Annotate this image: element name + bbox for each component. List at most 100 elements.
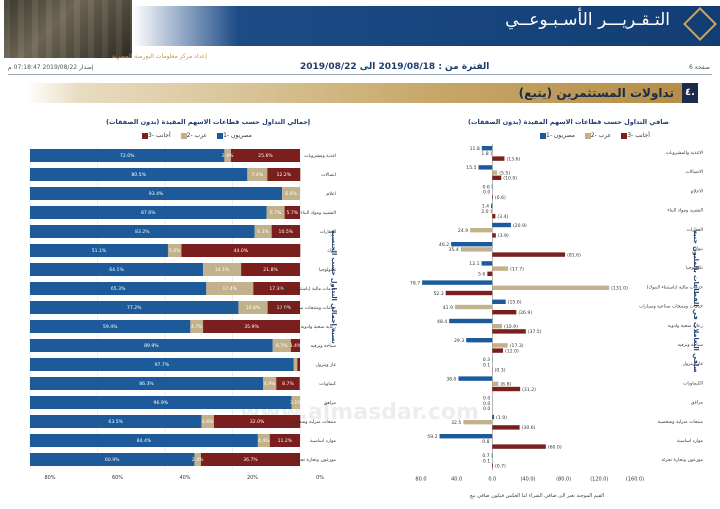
category-label: غاز وبترول: [683, 362, 704, 367]
bar-egyptians: [30, 244, 168, 257]
data-label: 3.1%: [290, 400, 302, 406]
bar-arabs: [247, 168, 268, 181]
data-label: 48.4: [437, 319, 447, 325]
data-label: 35.4: [449, 247, 459, 253]
bar-egyptians: [492, 299, 506, 304]
bar-foreigners: [492, 386, 521, 392]
category-label: التشييد ومواد البناء: [667, 209, 703, 214]
bar-egyptians: [492, 222, 511, 228]
data-label: (60.0): [548, 444, 562, 450]
x-tick-label: (160.0): [626, 476, 644, 482]
legend-foreigners: 3- أجانب: [140, 132, 171, 139]
data-label: 6.6%: [285, 191, 297, 197]
bar-arabs: [282, 187, 300, 200]
legend-arabs-right: 2- عرب: [583, 132, 611, 139]
bar-foreigners: [267, 168, 301, 181]
section-bar: [26, 83, 694, 103]
report-period: الفترة من : 2019/08/18 الى 2019/08/22: [300, 62, 490, 72]
data-label: 4.4%: [258, 438, 270, 444]
data-label: 8.7%: [282, 381, 294, 387]
category-label: خدمات مالية (باستثناء البنوك): [647, 284, 704, 290]
x-tick-label: 20%: [247, 475, 258, 480]
legend-egyptians-right: 1- مصريون: [538, 132, 575, 139]
category-label: تكنولوجيا: [319, 267, 337, 273]
bar-egyptians: [30, 320, 191, 333]
category-label: موزعون وتجارة تجزئة: [295, 458, 337, 463]
data-label: 0.8: [482, 439, 489, 445]
category-label: رعاية صحية وادوية: [301, 325, 336, 330]
category-label: مرافق: [691, 401, 704, 406]
x-tick-label: 0%: [316, 475, 324, 480]
category-label: خدمات مالية (باستثناء البنوك): [280, 286, 337, 292]
data-label: 59.2: [427, 434, 437, 440]
right-chart-note: القيم الموجبة تعبر الى صافي الشراء اما ا…: [470, 493, 605, 499]
bar-arabs: [463, 420, 493, 425]
category-label: بنوك: [327, 249, 336, 254]
data-label: 65.3%: [111, 286, 126, 292]
left-chart-legend: 3- أجانب 2- عرب 1- مصريون: [140, 132, 252, 139]
bar-foreigners: [276, 377, 300, 390]
bar-egyptians: [439, 434, 493, 439]
data-label: (31.2): [522, 387, 536, 393]
category-label: موارد اساسية: [310, 439, 337, 444]
bar-foreigners: [241, 263, 300, 276]
category-label: منتجات منزلية وشخصية: [658, 420, 704, 425]
right-chart-title: صافي التداول حسب قطاعات الاسهم المقيدة (…: [468, 118, 669, 126]
bar-arabs: [454, 304, 493, 310]
x-tick-label: (40.0): [520, 476, 535, 482]
data-label: 32.0%: [250, 419, 265, 425]
data-label: 14.1%: [215, 267, 230, 273]
data-label: 10.8%: [246, 305, 261, 311]
data-label: 84.4%: [137, 438, 152, 444]
bar-egyptians: [481, 146, 493, 151]
bar-arabs: [492, 324, 503, 329]
x-tick-label: 40%: [179, 475, 190, 480]
bar-egyptians: [30, 168, 248, 181]
category-label: منتجات منزلية وشخصية: [291, 420, 337, 425]
data-label: 0.6: [482, 184, 489, 190]
data-label: 77.2%: [127, 305, 142, 311]
data-label: (20.9): [513, 223, 527, 229]
issue-stamp: إصدار 2019/08/22 07:18:47 م: [8, 64, 94, 71]
bar-egyptians: [30, 301, 239, 314]
data-label: (6.8): [500, 382, 511, 388]
bar-foreigners: [492, 444, 546, 449]
bar-arabs: [492, 381, 499, 386]
page-number: صفحة 6: [689, 64, 710, 71]
data-label: 6.3%: [257, 229, 269, 235]
section-number: ٤.: [682, 83, 698, 103]
data-label: (26.9): [518, 310, 532, 316]
x-tick-label: 40.0: [451, 476, 462, 482]
data-label: (15.0): [508, 300, 522, 306]
bar-arabs: [492, 285, 610, 290]
data-label: 89.9%: [144, 343, 159, 349]
data-label: 38.0: [446, 376, 456, 382]
bar-arabs: [257, 434, 270, 447]
category-label: اغذية ومشروبات: [304, 154, 336, 159]
data-label: 0.0: [483, 190, 490, 196]
data-label: 1.8: [481, 151, 488, 157]
data-label: 32.5: [451, 420, 461, 426]
data-label: 44.0%: [234, 248, 249, 254]
data-label: 5.7%: [286, 210, 298, 216]
data-label: 11.2%: [278, 438, 293, 444]
data-label: (10.0): [503, 176, 517, 182]
bar-arabs: [272, 339, 291, 352]
data-label: 3.4%: [290, 343, 302, 349]
data-label: 2.4%: [192, 457, 204, 463]
bar-arabs: [254, 225, 272, 238]
category-label: تكنولوجيا: [686, 265, 704, 271]
bar-egyptians: [491, 184, 493, 189]
bar-egyptians: [30, 377, 264, 390]
bar-arabs: [293, 358, 298, 371]
bar-egyptians: [30, 415, 202, 428]
data-label: 5.0%: [169, 248, 181, 254]
bar-foreigners: [487, 271, 493, 276]
bar-foreigners: [269, 434, 300, 447]
category-label: اتصالات: [321, 173, 336, 178]
bar-egyptians: [491, 453, 493, 458]
data-label: 41.9: [443, 305, 453, 311]
header-divider: [8, 74, 712, 75]
data-label: 83.2%: [135, 229, 150, 235]
data-label: (12.0): [505, 348, 519, 354]
